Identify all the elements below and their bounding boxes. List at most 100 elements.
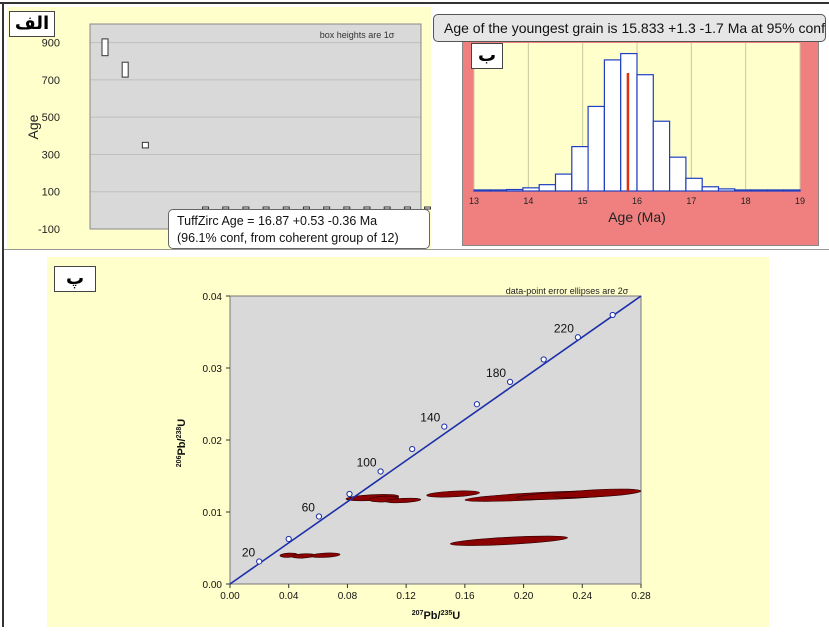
chart-a-age-box xyxy=(101,38,109,57)
panel-b: 13 14 15 16 17 18 19 Age (Ma) ب xyxy=(462,40,819,246)
chart-c-ytick-label: 0.02 xyxy=(203,436,223,447)
chart-c-concordia-point xyxy=(346,490,353,498)
chart-a-svg: 900 700 500 300 100 -100 box heights are 1σ A… xyxy=(25,23,432,236)
frame-mid-line xyxy=(4,249,829,250)
chart-a-note: box heights are 1σ xyxy=(320,30,395,40)
chart-b-histogram-bar xyxy=(538,184,557,192)
chart-b-histogram-bar xyxy=(701,186,720,192)
chart-c-age-label: 180 xyxy=(486,366,506,380)
chart-b-svg: 13 14 15 16 17 18 19 Age (Ma) xyxy=(469,43,805,225)
chart-a-ytick-label: 900 xyxy=(42,38,60,50)
chart-b-histogram-bar xyxy=(473,189,491,192)
chart-b-histogram-bar xyxy=(783,189,801,192)
chart-a-ytick-label: 100 xyxy=(42,187,60,199)
chart-c-xtick-label: 0.20 xyxy=(514,591,534,602)
chart-c-concordia-point xyxy=(540,356,547,363)
chart-c-concordia-point xyxy=(315,513,323,520)
chart-b-histogram-bar xyxy=(766,189,785,192)
chart-c-error-ellipse xyxy=(426,490,480,498)
chart-a-ytick-label: -100 xyxy=(38,224,60,236)
chart-c-note: data-point error ellipses are 2σ xyxy=(506,286,629,296)
chart-c-concordia-point xyxy=(441,423,448,430)
chart-b-xtick-label: 15 xyxy=(578,196,588,206)
chart-c-error-ellipse xyxy=(449,535,568,546)
chart-a-ytick-label: 500 xyxy=(42,112,60,124)
chart-c-age-label: 140 xyxy=(420,411,440,425)
chart-b-xtick-label: 18 xyxy=(741,196,751,206)
panel-c-label: پ xyxy=(54,266,96,292)
chart-c-xtick-label: 0.16 xyxy=(455,591,475,602)
chart-c-concordia-point xyxy=(285,535,292,543)
chart-a-age-box xyxy=(141,141,149,149)
chart-b-histogram-bar xyxy=(554,173,573,192)
chart-c-xtick-label: 0.00 xyxy=(220,591,240,602)
chart-b-histogram-bar xyxy=(669,156,687,192)
chart-c-concordia-point xyxy=(473,401,480,408)
frame-top-line xyxy=(0,2,829,4)
chart-c-concordia-point xyxy=(574,334,581,341)
chart-c-concordia-line xyxy=(229,295,642,585)
chart-a-ytick-label: 300 xyxy=(42,149,60,161)
chart-c-svg: 0.00 0.04 0.08 0.12 0.16 0.20 0.24 0.28 0.00 0.01… xyxy=(176,286,651,622)
chart-b-xtick-label: 14 xyxy=(523,196,533,206)
chart-c-age-label: 220 xyxy=(554,321,574,335)
frame-left-line xyxy=(2,2,4,627)
chart-b-histogram-bar xyxy=(489,189,508,192)
chart-c-error-ellipse xyxy=(310,552,341,558)
chart-b-histogram-bar xyxy=(734,189,752,192)
chart-b-histogram-bar xyxy=(505,188,524,192)
chart-b-xtick-label: 16 xyxy=(632,196,642,206)
chart-c-concordia-point xyxy=(377,468,384,475)
chart-b-histogram-bar xyxy=(717,188,736,192)
ylabel-main: Pb/ xyxy=(176,438,188,455)
chart-b-histogram-bar xyxy=(587,105,605,192)
panel-b-label: ب xyxy=(471,43,503,69)
xlabel-main: Pb/ xyxy=(423,610,440,622)
ylabel-sup2: 238 xyxy=(176,427,183,439)
ylabel-end: U xyxy=(176,419,188,427)
chart-c-concordia-point xyxy=(409,445,416,453)
chart-b-xlabel: Age (Ma) xyxy=(608,209,666,225)
panel-a-label: الف xyxy=(9,11,55,37)
chart-c-ytick-label: 0.01 xyxy=(203,508,223,519)
chart-b-histogram-bar xyxy=(636,74,654,192)
chart-a-plot-area xyxy=(90,24,421,229)
chart-c-xtick-label: 0.08 xyxy=(338,591,358,602)
chart-c-age-label: 60 xyxy=(302,500,316,514)
chart-c-ylabel: 206Pb/238U xyxy=(176,419,188,468)
chart-b-xtick-label: 17 xyxy=(686,196,696,206)
chart-b-histogram-bar xyxy=(603,59,622,192)
ylabel-sup1: 206 xyxy=(176,455,183,467)
chart-b-histogram-bar xyxy=(571,145,589,192)
panel-a: 900 700 500 300 100 -100 box heights are 1σ A… xyxy=(7,7,432,249)
chart-c-concordia-point xyxy=(506,378,514,385)
tuffzirc-age-text: TuffZirc Age = 16.87 +0.53 -0.36 Ma xyxy=(177,214,378,228)
chart-b-histogram-bar xyxy=(652,120,671,192)
chart-c-age-label: 100 xyxy=(357,455,377,469)
tuffzirc-result-box: TuffZirc Age = 16.87 +0.53 -0.36 Ma (96.… xyxy=(168,209,430,249)
xlabel-sup2: 235 xyxy=(441,610,453,617)
chart-b-histogram-bar xyxy=(685,177,703,192)
chart-b-histogram-bar xyxy=(750,189,769,192)
chart-c-xtick-label: 0.28 xyxy=(631,591,651,602)
chart-a-ytick-label: 700 xyxy=(42,75,60,87)
chart-c-age-label: 20 xyxy=(242,545,256,559)
chart-c-xtick-label: 0.04 xyxy=(279,591,299,602)
chart-c-ytick-label: 0.03 xyxy=(203,364,223,375)
xlabel-sup1: 207 xyxy=(412,610,424,617)
chart-c-concordia-point xyxy=(609,311,616,319)
chart-c-xtick-label: 0.24 xyxy=(573,591,593,602)
chart-c-ytick-label: 0.04 xyxy=(203,292,223,303)
tuffzirc-conf-text: (96.1% conf, from coherent group of 12) xyxy=(177,231,399,245)
youngest-grain-banner: Age of the youngest grain is 15.833 +1.3… xyxy=(433,14,826,42)
chart-a-age-box xyxy=(121,61,129,78)
chart-c-concordia-point xyxy=(256,558,263,565)
chart-b-xtick-label: 19 xyxy=(795,196,805,206)
chart-c-xlabel: 207Pb/235U xyxy=(412,610,461,622)
xlabel-end: U xyxy=(452,610,460,622)
chart-b-xtick-label: 13 xyxy=(469,196,479,206)
chart-c-error-ellipse xyxy=(385,497,422,504)
chart-b-histogram-bar xyxy=(522,187,540,192)
panel-c: 0.00 0.04 0.08 0.12 0.16 0.20 0.24 0.28 0.00 0.01… xyxy=(47,257,769,627)
chart-c-error-ellipse xyxy=(552,488,642,498)
